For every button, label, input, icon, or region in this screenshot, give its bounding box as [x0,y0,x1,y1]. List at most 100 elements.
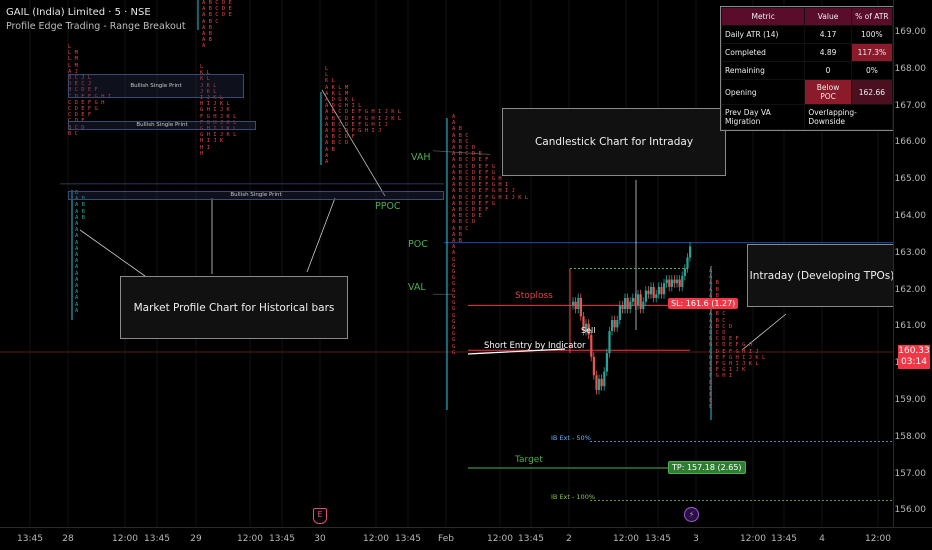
earnings-icon[interactable]: E [313,508,327,524]
ib-ext-50-label: IB Ext - 50% [551,434,591,442]
candle [647,290,650,295]
time-tick-label: 3 [693,534,699,544]
candle [670,279,673,287]
time-tick-label: 12:00 [865,534,891,544]
time-tick-label: 13:45 [269,534,295,544]
candle [655,294,658,298]
tpo-profile-day1-mid: L L M L M L M A J B C J L D E C J B C D … [68,44,112,137]
time-tick-label: 12:00 [363,534,389,544]
price-tick-label: 157.00 [894,468,927,479]
annotation-arrow [79,229,146,277]
candle [582,316,585,332]
candle [587,323,590,335]
time-tick-label: 29 [190,534,202,544]
time-tick-label: 28 [62,534,74,544]
candle [629,301,632,309]
single-print-zone: Bullish Single Print [68,74,244,98]
candle [579,297,582,317]
price-tick-label: 156.00 [894,505,927,516]
vah-connector [432,150,491,155]
target-label: Target [515,455,543,465]
tpo-profile-day1-low: B A B A B A B A B A A A A A A A A A A A … [75,190,85,314]
price-tick-label: 161.00 [894,321,927,332]
candle [585,323,588,332]
ib-ext-100-label: IB Ext - 100% [551,493,596,501]
table-header-value: Value [804,7,852,26]
candle [644,290,647,302]
candle [634,297,637,306]
candle [616,320,619,328]
annotation-arrow [306,197,336,273]
candle [689,246,692,258]
sell-label: Sell [581,326,596,335]
time-axis[interactable]: 13:45 28 12:00 13:45 29 12:00 13:45 30 12:00 13:4… [0,527,932,550]
table-row: Opening Below POC 162.66 [720,79,894,105]
time-tick-label: Feb [438,534,454,544]
candle [637,294,640,306]
time-tick-label: 13:45 [771,534,797,544]
price-axis[interactable]: 169.00 168.00 167.00 166.00 165.00 164.00 163.… [893,0,932,528]
price-tick-label: 168.00 [894,63,927,74]
price-tick-label: 166.00 [894,137,927,148]
candle [626,297,629,309]
chart-header: GAIL (India) Limited · 5 · NSE Profile E… [6,6,186,34]
candle [681,275,684,287]
candle [650,286,653,295]
candlestick-annotation: Candlestick Chart for Intraday [502,108,726,176]
candle [676,279,679,284]
last-price-tag: 160.33 03:14 [898,345,930,370]
candle [577,297,580,309]
time-tick-label: 13:45 [395,534,421,544]
table-header-metric: Metric [720,7,806,26]
single-print-zone: Bullish Single Print [68,121,256,130]
candle [660,286,663,295]
candle [600,378,603,387]
candle [652,286,655,298]
candle [611,320,614,332]
table-row: Daily ATR (14) 4.17 100% [720,25,894,44]
candle [603,371,606,387]
table-row: Prev Day VA Migration Overlapping-Downsi… [720,104,893,130]
time-tick-label: 12:00 [740,534,766,544]
table-row: Remaining 0 0% [720,61,894,80]
time-tick-label: 13:45 [518,534,544,544]
time-tick-label: 12:00 [237,534,263,544]
symbol-title[interactable]: GAIL (India) Limited · 5 · NSE [6,7,151,18]
time-tick-label: 12:00 [487,534,513,544]
dividend-bolt-icon[interactable]: ⚡ [684,507,699,522]
single-print-zone: Bullish Single Print [68,191,444,200]
table-row: Completed 4.89 117.3% [720,43,894,62]
candle [618,305,621,321]
candle [613,320,616,328]
candle [683,268,686,276]
ppoc-arrow [321,89,386,197]
candle [668,279,671,287]
candle [574,301,577,309]
price-tick-label: 158.00 [894,431,927,442]
candle [665,279,668,284]
time-tick-label: 13:45 [144,534,170,544]
annotation-arrow [741,313,787,351]
indicator-name[interactable]: Profile Edge Trading - Range Breakout [6,21,186,32]
candle [663,283,666,295]
market-profile-annotation: Market Profile Chart for Historical bars [120,276,348,339]
stoploss-tag: SL: 161.6 (1.27) [668,298,739,309]
time-tick-label: 12:00 [112,534,138,544]
candle [673,279,676,284]
time-tick-label: 13:45 [645,534,671,544]
takeprofit-tag: TP: 157.18 (2.65) [668,461,746,474]
candle [686,257,689,269]
tpo-profile-day4: A A A B A B C A B C A B C D A B C D E A … [452,114,529,356]
time-tick-label: 4 [819,534,825,544]
price-tick-label: 159.00 [894,395,927,405]
tpo-profile-day1-top: A B C D E A B C D E A B C D E A B C A B … [202,0,232,50]
candle [598,378,601,390]
candle [608,331,611,354]
candle [590,334,593,357]
stoploss-label: Stoploss [515,291,553,301]
tpo-profile-day3: L L K L A K L M A K L M A D G K L A D G … [325,66,402,166]
time-tick-label: 30 [314,534,326,544]
table-header-pct: % of ATR [850,7,894,26]
candle [595,375,598,390]
tpo-profile-day2: L K L K L J K L J K L I J K L H I J K L … [200,64,237,157]
